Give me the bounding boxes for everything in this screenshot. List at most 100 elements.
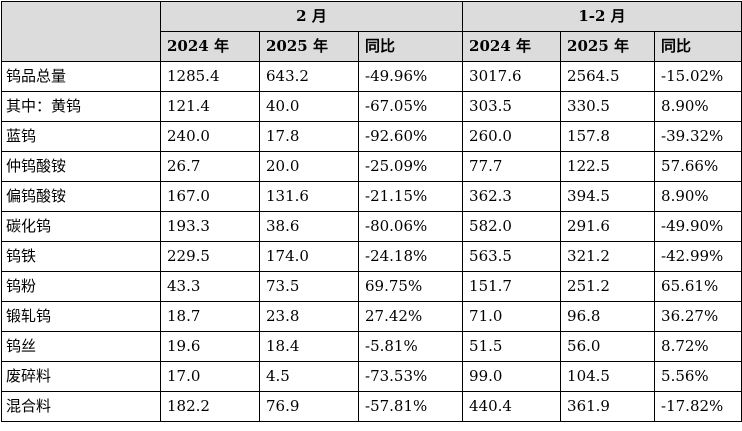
cell-feb-2024: 240.0 — [160, 121, 260, 152]
cell-janfeb-2025: 104.5 — [560, 361, 656, 392]
row-label: 钨丝 — [1, 331, 161, 362]
cell-feb-2024: 121.4 — [160, 91, 260, 122]
row-label: 其中：黄钨 — [1, 91, 161, 122]
row-label: 碳化钨 — [1, 211, 161, 242]
cell-janfeb-2024: 99.0 — [462, 361, 562, 392]
cell-janfeb-2025: 321.2 — [560, 241, 656, 272]
cell-feb-yoy: -67.05% — [357, 91, 464, 122]
cell-feb-2024: 18.7 — [160, 301, 260, 332]
table-row: 废碎料 17.0 4.5 -73.53% 99.0 104.5 5.56% — [1, 361, 742, 392]
cell-feb-yoy: -80.06% — [357, 211, 464, 242]
sub-header-feb-2024: 2024 年 — [160, 31, 260, 62]
sub-header-feb-yoy: 同比 — [357, 31, 464, 62]
row-label: 锻轧钨 — [1, 301, 161, 332]
cell-feb-2024: 1285.4 — [160, 61, 260, 92]
cell-janfeb-yoy: 8.90% — [654, 181, 742, 212]
row-label: 混合料 — [1, 391, 161, 422]
table-row: 钨粉 43.3 73.5 69.75% 151.7 251.2 65.61% — [1, 271, 742, 302]
cell-feb-yoy: -73.53% — [357, 361, 464, 392]
table-row: 其中：黄钨 121.4 40.0 -67.05% 303.5 330.5 8.90% — [1, 91, 742, 122]
cell-janfeb-yoy: 8.90% — [654, 91, 742, 122]
cell-janfeb-2024: 563.5 — [462, 241, 562, 272]
cell-janfeb-yoy: -15.02% — [654, 61, 742, 92]
cell-janfeb-2024: 151.7 — [462, 271, 562, 302]
tungsten-data-table: 2 月 1-2 月 2024 年 2025 年 同比 2024 年 2025 年… — [1, 1, 742, 422]
cell-feb-2025: 38.6 — [259, 211, 359, 242]
cell-janfeb-2024: 3017.6 — [462, 61, 562, 92]
table-row: 钨铁 229.5 174.0 -24.18% 563.5 321.2 -42.99% — [1, 241, 742, 272]
cell-feb-2024: 19.6 — [160, 331, 260, 362]
cell-feb-2024: 229.5 — [160, 241, 260, 272]
sub-header-row: 2024 年 2025 年 同比 2024 年 2025 年 同比 — [2, 31, 742, 62]
cell-feb-2024: 43.3 — [160, 271, 260, 302]
cell-janfeb-2025: 394.5 — [560, 181, 656, 212]
cell-janfeb-2024: 362.3 — [462, 181, 562, 212]
cell-janfeb-2024: 440.4 — [462, 391, 562, 422]
cell-feb-yoy: -5.81% — [357, 331, 464, 362]
cell-janfeb-yoy: 65.61% — [654, 271, 742, 302]
cell-janfeb-yoy: -39.32% — [654, 121, 742, 152]
cell-janfeb-2025: 122.5 — [560, 151, 656, 182]
cell-feb-2025: 18.4 — [259, 331, 359, 362]
table-row: 仲钨酸铵 26.7 20.0 -25.09% 77.7 122.5 57.66% — [1, 151, 742, 182]
cell-feb-2025: 20.0 — [259, 151, 359, 182]
cell-janfeb-2024: 71.0 — [462, 301, 562, 332]
cell-janfeb-yoy: -17.82% — [654, 391, 742, 422]
cell-feb-2025: 643.2 — [259, 61, 359, 92]
table-row: 钨丝 19.6 18.4 -5.81% 51.5 56.0 8.72% — [1, 331, 742, 362]
cell-feb-yoy: -49.96% — [357, 61, 464, 92]
group-header-janfeb: 1-2 月 — [462, 1, 742, 32]
cell-janfeb-2024: 582.0 — [462, 211, 562, 242]
row-label: 钨粉 — [1, 271, 161, 302]
table-row: 偏钨酸铵 167.0 131.6 -21.15% 362.3 394.5 8.90% — [1, 181, 742, 212]
cell-janfeb-yoy: 8.72% — [654, 331, 742, 362]
cell-janfeb-2025: 330.5 — [560, 91, 656, 122]
cell-feb-2024: 26.7 — [160, 151, 260, 182]
cell-feb-2024: 193.3 — [160, 211, 260, 242]
table-row: 锻轧钨 18.7 23.8 27.42% 71.0 96.8 36.27% — [1, 301, 742, 332]
cell-feb-2025: 4.5 — [259, 361, 359, 392]
cell-feb-yoy: -25.09% — [357, 151, 464, 182]
table-body: 钨品总量 1285.4 643.2 -49.96% 3017.6 2564.5 -15.02… — [1, 61, 742, 422]
row-label: 仲钨酸铵 — [1, 151, 161, 182]
row-label: 钨品总量 — [1, 61, 161, 92]
cell-feb-2024: 182.2 — [160, 391, 260, 422]
cell-feb-yoy: -57.81% — [357, 391, 464, 422]
table-row: 混合料 182.2 76.9 -57.81% 440.4 361.9 -17.82% — [1, 391, 742, 422]
cell-feb-2025: 17.8 — [259, 121, 359, 152]
cell-janfeb-yoy: 5.56% — [654, 361, 742, 392]
cell-janfeb-yoy: 57.66% — [654, 151, 742, 182]
cell-janfeb-2025: 56.0 — [560, 331, 656, 362]
corner-header-cell — [1, 1, 161, 62]
cell-janfeb-yoy: -49.90% — [654, 211, 742, 242]
cell-feb-2025: 73.5 — [259, 271, 359, 302]
table-row: 蓝钨 240.0 17.8 -92.60% 260.0 157.8 -39.32% — [1, 121, 742, 152]
cell-feb-2025: 131.6 — [259, 181, 359, 212]
cell-janfeb-2024: 303.5 — [462, 91, 562, 122]
row-label: 蓝钨 — [1, 121, 161, 152]
cell-janfeb-yoy: -42.99% — [654, 241, 742, 272]
cell-janfeb-2025: 361.9 — [560, 391, 656, 422]
cell-feb-yoy: -21.15% — [357, 181, 464, 212]
cell-janfeb-yoy: 36.27% — [654, 301, 742, 332]
cell-janfeb-2025: 157.8 — [560, 121, 656, 152]
cell-janfeb-2025: 96.8 — [560, 301, 656, 332]
cell-feb-2025: 23.8 — [259, 301, 359, 332]
cell-janfeb-2025: 251.2 — [560, 271, 656, 302]
cell-feb-yoy: -24.18% — [357, 241, 464, 272]
row-label: 废碎料 — [1, 361, 161, 392]
sub-header-janfeb-2025: 2025 年 — [560, 31, 656, 62]
cell-feb-2025: 40.0 — [259, 91, 359, 122]
sub-header-janfeb-2024: 2024 年 — [462, 31, 562, 62]
cell-feb-yoy: 27.42% — [357, 301, 464, 332]
row-label: 偏钨酸铵 — [1, 181, 161, 212]
cell-feb-2024: 167.0 — [160, 181, 260, 212]
cell-feb-yoy: 69.75% — [357, 271, 464, 302]
table-row: 钨品总量 1285.4 643.2 -49.96% 3017.6 2564.5 -15.02… — [1, 61, 742, 92]
group-header-feb: 2 月 — [159, 1, 464, 32]
cell-feb-yoy: -92.60% — [357, 121, 464, 152]
cell-feb-2025: 174.0 — [259, 241, 359, 272]
cell-feb-2025: 76.9 — [259, 391, 359, 422]
sub-header-feb-2025: 2025 年 — [259, 31, 359, 62]
cell-janfeb-2024: 77.7 — [462, 151, 562, 182]
